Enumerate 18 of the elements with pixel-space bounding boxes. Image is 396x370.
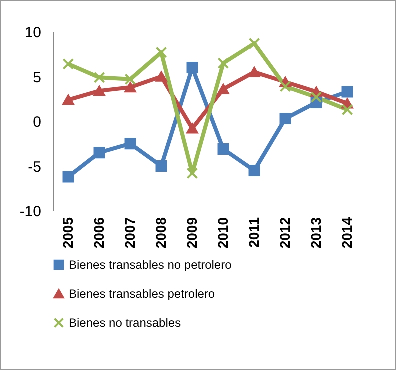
x-tick-label: 2009 — [184, 217, 200, 249]
x-tick-label: 2005 — [60, 217, 76, 249]
legend-label: Bienes transables no petrolero — [69, 258, 232, 272]
x-tick-label: 2014 — [339, 217, 355, 249]
x-tick-label: 2011 — [246, 217, 262, 248]
legend-label: Bienes no transables — [69, 316, 182, 330]
x-tick-label: 2007 — [122, 217, 138, 249]
legend-label: Bienes transables petrolero — [69, 287, 216, 301]
x-tick-label: 2008 — [153, 217, 169, 249]
y-tick-label: 5 — [33, 69, 42, 86]
x-tick-label: 2012 — [277, 217, 293, 249]
y-tick-label: 10 — [24, 24, 42, 42]
x-tick-label: 2010 — [215, 217, 231, 249]
y-tick-label: -10 — [20, 204, 42, 220]
x-tick-label: 2013 — [308, 217, 324, 249]
y-tick-label: -5 — [28, 158, 42, 176]
x-tick-label: 2006 — [91, 217, 107, 249]
y-tick-label: 0 — [33, 114, 42, 131]
